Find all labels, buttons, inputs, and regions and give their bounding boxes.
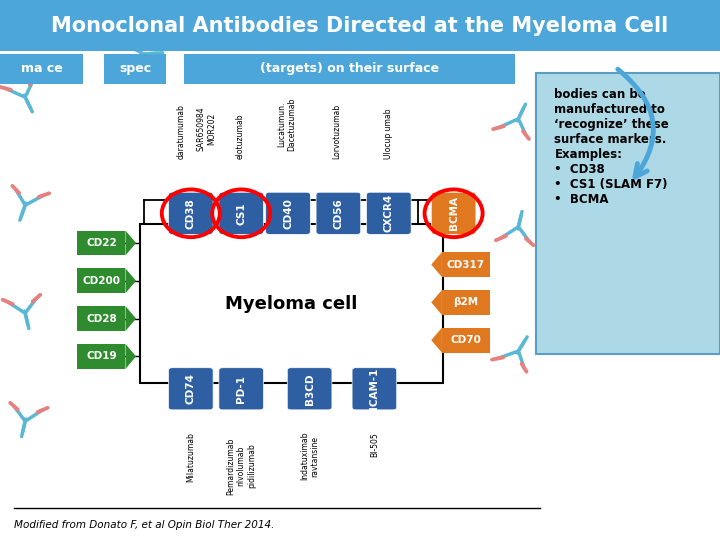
- Text: daratumumab: daratumumab: [177, 104, 186, 159]
- Text: β2M: β2M: [453, 298, 478, 307]
- Text: Milatuzumab: Milatuzumab: [186, 432, 195, 482]
- Text: Ulocup umab: Ulocup umab: [384, 109, 393, 159]
- Text: CXCR4: CXCR4: [384, 194, 394, 232]
- FancyBboxPatch shape: [77, 231, 125, 255]
- FancyBboxPatch shape: [536, 73, 720, 354]
- FancyBboxPatch shape: [168, 192, 213, 234]
- Text: Monoclonal Antibodies Directed at the Myeloma Cell: Monoclonal Antibodies Directed at the My…: [51, 16, 669, 36]
- FancyBboxPatch shape: [219, 368, 264, 410]
- Text: spec: spec: [120, 62, 151, 76]
- FancyBboxPatch shape: [0, 0, 720, 51]
- Text: CD40: CD40: [283, 198, 293, 229]
- FancyBboxPatch shape: [442, 252, 490, 277]
- Text: Myeloma cell: Myeloma cell: [225, 295, 358, 313]
- FancyBboxPatch shape: [287, 368, 332, 410]
- Text: B3CD: B3CD: [305, 373, 315, 404]
- Text: ma ce: ma ce: [21, 62, 63, 76]
- Text: CD19: CD19: [86, 352, 117, 361]
- Text: Indatuximab
ravtansine: Indatuximab ravtansine: [300, 432, 319, 481]
- FancyArrowPatch shape: [618, 69, 653, 177]
- Text: bodies can be
manufactured to
‘recognize’ these
surface markers.
Examples:
•  CD: bodies can be manufactured to ‘recognize…: [554, 88, 669, 206]
- Text: Lucatumun.
Dacetuzumab: Lucatumun. Dacetuzumab: [277, 98, 296, 151]
- Text: CD28: CD28: [86, 314, 117, 323]
- Text: CS1: CS1: [236, 202, 246, 225]
- Text: CD22: CD22: [86, 238, 117, 248]
- Text: CD74: CD74: [186, 373, 196, 404]
- FancyBboxPatch shape: [442, 290, 490, 315]
- FancyBboxPatch shape: [77, 306, 125, 331]
- Polygon shape: [125, 231, 136, 255]
- FancyBboxPatch shape: [184, 54, 515, 84]
- Polygon shape: [125, 344, 136, 369]
- Text: SAR650984
MOR202: SAR650984 MOR202: [197, 106, 216, 151]
- Text: CD56: CD56: [333, 198, 343, 228]
- Text: Modified from Donato F, et al Opin Biol Ther 2014.: Modified from Donato F, et al Opin Biol …: [14, 520, 275, 530]
- Text: CD70: CD70: [450, 335, 481, 345]
- FancyBboxPatch shape: [140, 224, 443, 383]
- Polygon shape: [431, 290, 442, 315]
- FancyBboxPatch shape: [168, 368, 213, 410]
- FancyBboxPatch shape: [77, 268, 125, 293]
- Text: ICAM-1: ICAM-1: [369, 368, 379, 409]
- Text: CD38: CD38: [186, 198, 196, 228]
- Text: Lorvotuzumab: Lorvotuzumab: [333, 104, 341, 159]
- FancyBboxPatch shape: [366, 192, 411, 234]
- Polygon shape: [431, 252, 442, 277]
- Text: BI-505: BI-505: [370, 432, 379, 457]
- FancyBboxPatch shape: [77, 344, 125, 369]
- Text: BCMA: BCMA: [449, 197, 459, 230]
- Polygon shape: [431, 328, 442, 353]
- Text: (targets) on their surface: (targets) on their surface: [260, 62, 438, 76]
- FancyBboxPatch shape: [0, 54, 83, 84]
- FancyBboxPatch shape: [316, 192, 361, 234]
- Text: elotuzumab: elotuzumab: [235, 114, 244, 159]
- Polygon shape: [125, 268, 136, 293]
- Text: CD200: CD200: [83, 276, 121, 286]
- FancyBboxPatch shape: [104, 54, 166, 84]
- FancyBboxPatch shape: [352, 368, 397, 410]
- Text: CD317: CD317: [446, 260, 485, 269]
- Text: Pemardizumab
nIvolumab
pidilizumab: Pemardizumab nIvolumab pidilizumab: [226, 437, 256, 495]
- FancyBboxPatch shape: [442, 328, 490, 353]
- Text: PD-1: PD-1: [236, 375, 246, 403]
- FancyBboxPatch shape: [219, 192, 264, 234]
- FancyBboxPatch shape: [266, 192, 310, 234]
- Polygon shape: [125, 306, 136, 331]
- FancyBboxPatch shape: [431, 192, 476, 234]
